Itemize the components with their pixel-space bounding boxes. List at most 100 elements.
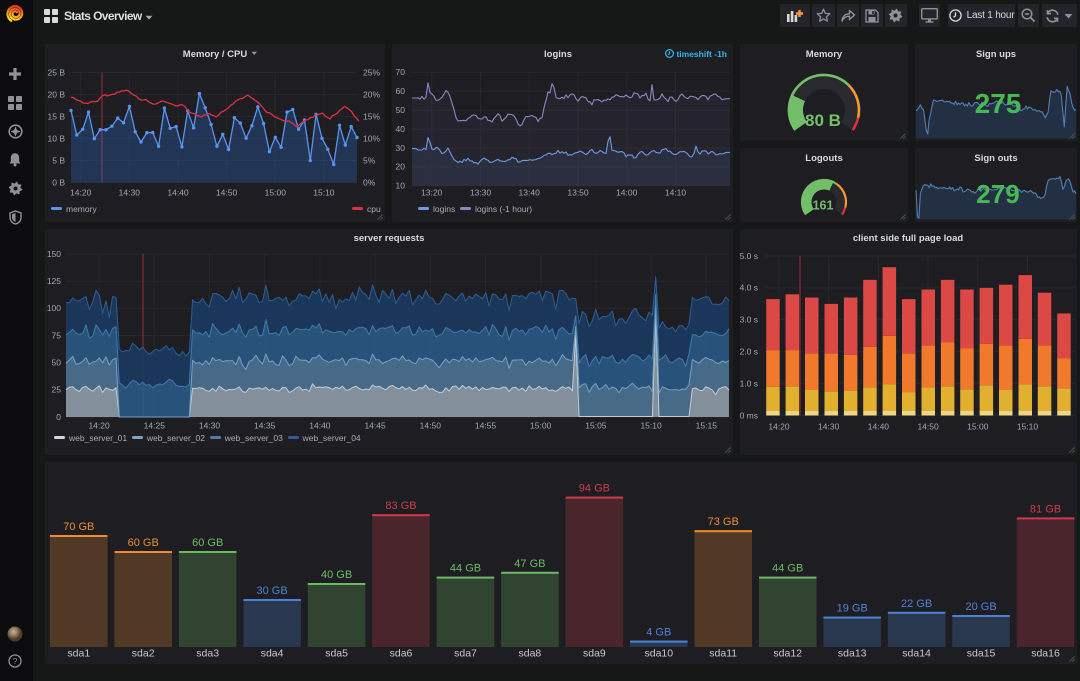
svg-text:14:20: 14:20	[768, 421, 790, 431]
svg-text:server requests: server requests	[354, 233, 425, 244]
svg-text:60: 60	[396, 86, 406, 96]
svg-text:75: 75	[52, 330, 62, 340]
svg-text:Memory / CPU: Memory / CPU	[183, 49, 248, 60]
svg-text:44 GB: 44 GB	[450, 563, 481, 575]
svg-text:5.0 s: 5.0 s	[740, 251, 758, 261]
svg-text:14:40: 14:40	[868, 421, 890, 431]
svg-text:5 B: 5 B	[52, 155, 65, 165]
svg-text:15:10: 15:10	[1017, 421, 1039, 431]
svg-text:60 GB: 60 GB	[128, 537, 159, 549]
svg-text:14:55: 14:55	[475, 420, 497, 430]
svg-text:14:50: 14:50	[917, 421, 939, 431]
svg-text:14:20: 14:20	[88, 420, 110, 430]
svg-text:Logouts: Logouts	[805, 153, 842, 164]
svg-text:14:50: 14:50	[420, 420, 442, 430]
svg-text:14:20: 14:20	[70, 187, 92, 197]
svg-text:0: 0	[56, 412, 61, 422]
svg-text:5%: 5%	[363, 155, 376, 165]
svg-text:sda1: sda1	[67, 648, 90, 660]
svg-text:sda16: sda16	[1031, 648, 1060, 660]
svg-text:40: 40	[396, 124, 406, 134]
svg-text:sda3: sda3	[196, 648, 219, 660]
svg-text:94 GB: 94 GB	[579, 483, 610, 495]
svg-text:sda7: sda7	[454, 648, 477, 660]
svg-text:Sign outs: Sign outs	[974, 153, 1017, 164]
svg-text:50: 50	[52, 358, 62, 368]
svg-text:15:10: 15:10	[640, 420, 662, 430]
svg-text:sda5: sda5	[325, 648, 348, 660]
svg-text:client side full page load: client side full page load	[853, 233, 964, 244]
svg-text:sda12: sda12	[773, 648, 802, 660]
svg-text:sda4: sda4	[261, 648, 284, 660]
svg-text:14:30: 14:30	[199, 420, 221, 430]
svg-text:22 GB: 22 GB	[901, 598, 932, 610]
svg-text:4.0 s: 4.0 s	[740, 283, 758, 293]
svg-text:logins: logins	[544, 49, 572, 60]
svg-text:2.0 s: 2.0 s	[740, 347, 758, 357]
svg-text:83 GB: 83 GB	[385, 500, 416, 512]
svg-text:161: 161	[813, 199, 834, 213]
svg-text:20%: 20%	[363, 89, 380, 99]
svg-text:70 GB: 70 GB	[63, 521, 94, 533]
svg-text:44 GB: 44 GB	[772, 563, 803, 575]
svg-text:0 ms: 0 ms	[740, 410, 758, 420]
svg-text:80 B: 80 B	[805, 111, 841, 130]
svg-text:15:10: 15:10	[313, 187, 335, 197]
svg-text:14:00: 14:00	[616, 187, 638, 197]
svg-text:14:25: 14:25	[144, 420, 166, 430]
svg-text:0%: 0%	[363, 177, 376, 187]
svg-text:sda11: sda11	[709, 648, 737, 660]
svg-text:14:30: 14:30	[818, 421, 840, 431]
svg-text:47 GB: 47 GB	[514, 558, 545, 570]
svg-text:15:05: 15:05	[585, 420, 607, 430]
svg-text:4 GB: 4 GB	[646, 627, 671, 639]
svg-text:sda15: sda15	[967, 648, 996, 660]
svg-text:3.0 s: 3.0 s	[740, 315, 758, 325]
svg-text:15 B: 15 B	[48, 111, 66, 121]
svg-text:15:00: 15:00	[265, 187, 287, 197]
svg-text:10: 10	[396, 181, 406, 191]
svg-text:15:00: 15:00	[530, 420, 552, 430]
svg-text:125: 125	[47, 276, 61, 286]
svg-text:30: 30	[396, 143, 406, 153]
svg-text:sda14: sda14	[902, 648, 931, 660]
svg-text:13:50: 13:50	[567, 187, 589, 197]
svg-text:13:20: 13:20	[421, 187, 443, 197]
svg-text:14:40: 14:40	[167, 187, 189, 197]
svg-text:14:10: 14:10	[665, 187, 687, 197]
svg-text:100: 100	[47, 303, 61, 313]
svg-text:15:00: 15:00	[967, 421, 989, 431]
svg-text:25%: 25%	[363, 67, 380, 77]
svg-text:20: 20	[396, 162, 406, 172]
svg-text:10%: 10%	[363, 133, 380, 143]
svg-text:Memory: Memory	[806, 49, 843, 60]
svg-text:73 GB: 73 GB	[708, 516, 739, 528]
svg-text:150: 150	[47, 249, 61, 259]
svg-text:30 GB: 30 GB	[257, 585, 288, 597]
svg-text:70: 70	[396, 67, 406, 77]
svg-text:40 GB: 40 GB	[321, 569, 352, 581]
svg-text:20 GB: 20 GB	[966, 601, 997, 613]
svg-text:81 GB: 81 GB	[1030, 503, 1061, 515]
svg-text:20 B: 20 B	[48, 89, 66, 99]
svg-text:1.0 s: 1.0 s	[740, 378, 758, 388]
svg-text:60 GB: 60 GB	[192, 537, 223, 549]
svg-text:sda8: sda8	[519, 648, 542, 660]
svg-text:14:45: 14:45	[364, 420, 386, 430]
svg-text:13:30: 13:30	[470, 187, 492, 197]
svg-text:sda6: sda6	[390, 648, 413, 660]
svg-text:50: 50	[396, 105, 406, 115]
svg-text:14:35: 14:35	[254, 420, 276, 430]
svg-text:0 B: 0 B	[52, 177, 65, 187]
svg-text:25 B: 25 B	[48, 67, 66, 77]
svg-text:15%: 15%	[363, 111, 380, 121]
svg-text:13:40: 13:40	[519, 187, 541, 197]
svg-text:14:30: 14:30	[119, 187, 141, 197]
svg-text:275: 275	[975, 88, 1022, 119]
svg-text:25: 25	[52, 385, 62, 395]
svg-text:19 GB: 19 GB	[837, 603, 868, 615]
svg-text:10 B: 10 B	[48, 133, 66, 143]
svg-text:sda2: sda2	[132, 648, 155, 660]
svg-text:sda10: sda10	[644, 648, 673, 660]
svg-text:Sign ups: Sign ups	[976, 49, 1016, 60]
